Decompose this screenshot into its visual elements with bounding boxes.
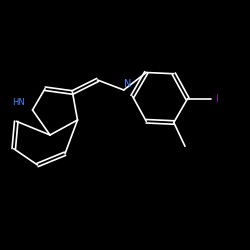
Text: I: I xyxy=(216,94,219,104)
Text: HN: HN xyxy=(12,98,25,107)
Text: N: N xyxy=(124,79,131,89)
